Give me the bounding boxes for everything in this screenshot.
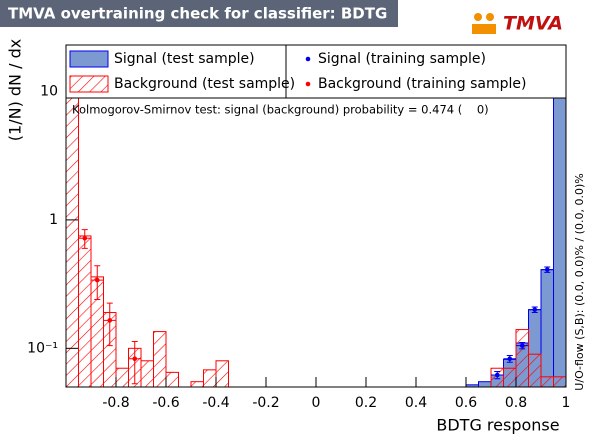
error-bar <box>91 265 104 301</box>
chart-title: TMVA overtraining check for classifier: … <box>8 5 387 23</box>
data-point <box>94 277 100 283</box>
x-tick-label: 0.2 <box>355 395 377 411</box>
histogram-bar <box>540 269 554 388</box>
logo: TMVA <box>472 13 563 35</box>
error-bar <box>128 341 141 385</box>
histogram-bar <box>203 369 217 388</box>
histogram-bar <box>190 381 204 388</box>
x-tick-label: 0.8 <box>505 395 527 411</box>
histogram-bar <box>528 353 542 388</box>
legend-label: Background (training sample) <box>318 76 526 92</box>
data-point <box>132 356 138 362</box>
legend-label: Background (test sample) <box>114 76 295 92</box>
x-tick-label: 0.6 <box>455 395 477 411</box>
histogram-bar <box>215 360 229 388</box>
logo-text: TMVA <box>503 13 563 35</box>
x-axis-label: BDTG response <box>436 416 559 435</box>
legend-label: Signal (training sample) <box>318 51 486 67</box>
title-box <box>0 0 398 27</box>
legend-swatch <box>69 50 109 68</box>
legend-swatch <box>69 75 109 93</box>
data-point <box>544 267 550 272</box>
histogram-bar <box>115 367 129 388</box>
legend-label: Signal (test sample) <box>114 51 255 67</box>
error-bar <box>103 302 116 347</box>
x-tick-label: 0 <box>312 395 321 411</box>
x-tick-label: 1 <box>562 395 571 411</box>
histogram-bar <box>140 360 154 388</box>
data-point <box>507 356 513 362</box>
y-axis-label: (1/N) dN / dx <box>6 39 25 141</box>
histogram-bar <box>503 367 517 388</box>
annotation: Kolmogorov-Smirnov test: signal (backgro… <box>72 103 489 117</box>
histogram-bar <box>153 331 167 388</box>
y-tick-label: 1 <box>49 212 58 228</box>
side-note: U/O-flow (S,B): (0.0, 0.0)% / (0.0, 0.0)… <box>573 173 586 390</box>
histogram-bar <box>553 376 567 388</box>
histogram-bar <box>515 329 529 388</box>
y-tick-label: 10⁻¹ <box>27 340 58 356</box>
legend-marker <box>305 81 311 87</box>
data-point <box>519 343 525 348</box>
data-point <box>494 372 500 378</box>
x-tick-label: -0.6 <box>152 395 179 411</box>
x-tick-label: 0.4 <box>405 395 427 411</box>
data-point <box>107 318 113 323</box>
x-tick-label: -0.8 <box>102 395 129 411</box>
histogram-bar <box>165 371 179 388</box>
x-tick-label: -0.2 <box>252 395 279 411</box>
histogram-bar <box>540 376 554 388</box>
histogram-bar <box>478 381 492 388</box>
y-tick-label: 10 <box>40 83 58 99</box>
legend-box <box>285 44 567 99</box>
data-point <box>532 307 538 312</box>
histogram-bar <box>78 235 92 388</box>
histogram-bar <box>553 55 567 388</box>
x-tick-label: -0.4 <box>202 395 229 411</box>
legend-marker <box>305 56 311 62</box>
data-point <box>82 235 88 241</box>
